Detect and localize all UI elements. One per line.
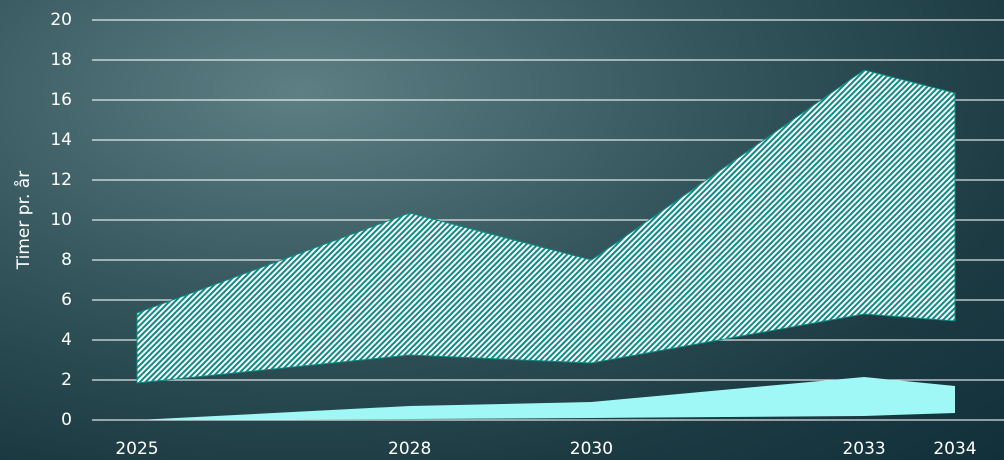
y-tick-label: 4	[61, 330, 72, 350]
band-area	[136, 69, 956, 384]
y-tick-label: 8	[61, 250, 72, 270]
band-area	[137, 377, 955, 420]
x-tick-label: 2025	[115, 439, 158, 459]
y-tick-label: 14	[50, 130, 72, 150]
y-tick-label: 10	[50, 210, 72, 230]
y-tick-label: 2	[61, 370, 72, 390]
y-tick-label: 16	[50, 90, 72, 110]
y-tick-label: 0	[61, 410, 72, 430]
x-tick-label: 2028	[388, 439, 431, 459]
x-tick-label: 2034	[933, 439, 976, 459]
y-tick-label: 12	[50, 170, 72, 190]
x-tick-label: 2033	[842, 439, 885, 459]
y-axis-label: Timer pr. år	[13, 171, 34, 270]
y-tick-label: 6	[61, 290, 72, 310]
y-tick-label: 20	[50, 10, 72, 30]
x-tick-label: 2030	[570, 439, 613, 459]
y-tick-label: 18	[50, 50, 72, 70]
